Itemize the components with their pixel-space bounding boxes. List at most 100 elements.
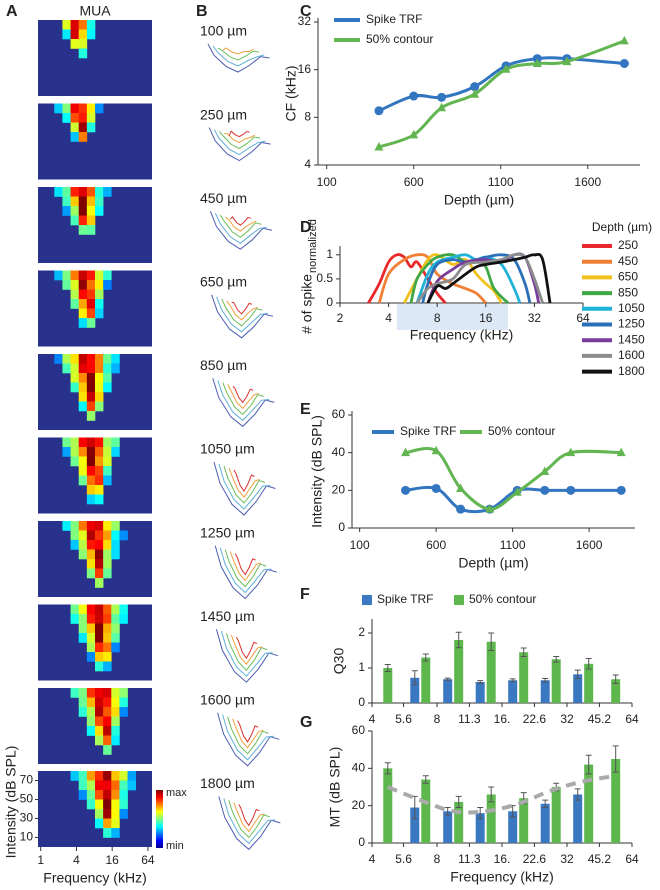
heatmap-cell [119,771,128,781]
panel-letter: D [300,219,312,236]
panel-letter: G [300,714,312,731]
heatmap-cell [86,280,96,290]
heatmap-cell [62,187,71,197]
heatmap-cell [95,308,104,319]
heatmap-cell [119,809,128,819]
heatmap-cell [78,790,88,800]
heatmap-cell [62,363,71,374]
error-bar [585,658,592,670]
heatmap-cell [78,697,88,708]
error-bar [520,647,527,657]
depth-label: 1450 µm [200,608,255,624]
series-marker [431,445,441,455]
bar [421,657,431,703]
y-axis-label-sub: normalized [307,219,319,273]
heatmap-cell [86,363,96,374]
y-tick-label: 16 [298,62,312,76]
heatmap-cell [95,289,104,300]
heatmap-cell [103,735,112,746]
heatmap-cell [103,642,112,653]
heatmap-cell [103,604,112,615]
heatmap-cell [95,401,104,412]
heatmap-cell [86,215,96,226]
contour-line [230,215,252,226]
heatmap-cell [95,475,104,486]
heatmap-cell [95,614,104,624]
contour-line [228,467,260,498]
contour-line [214,545,277,600]
heatmap-cell [86,549,96,560]
heatmap-cell [62,280,71,290]
contour-line [218,796,281,851]
heatmap-cell [78,688,88,698]
x-tick-label: 1600 [576,538,603,552]
heatmap-cell [78,48,88,59]
bar [584,663,594,703]
heatmap-cell [86,411,96,421]
heatmap-cell [86,623,96,634]
heatmap-cell [78,308,88,319]
bar [611,679,621,703]
heatmap-cell [70,373,80,383]
series-marker [562,56,572,66]
heatmap-cell [103,771,112,781]
heatmap-cell [78,521,88,531]
contour-line [227,716,269,755]
error-bar [477,807,484,820]
x-tick-label: 64 [576,311,590,325]
series-marker [374,141,384,151]
heatmap-cell [78,39,88,49]
y-axis-label: Q30 [331,648,347,675]
contour-line [233,469,255,492]
contour-line [217,712,280,767]
contour-line [208,127,271,162]
heatmap-cell [70,437,80,448]
heatmap-cell [119,530,128,541]
error-bar [477,680,484,684]
heatmap-cell [103,382,112,393]
heatmap-cell [95,540,104,550]
series-marker [532,58,542,68]
x-tick-label: 32 [560,852,574,866]
heatmap-cell [103,745,112,755]
series-marker [401,485,411,495]
x-tick-label: 8 [434,852,441,866]
x-tick-label: 64 [625,712,639,726]
heatmap-cell [95,363,104,374]
heatmap-cell [111,771,120,781]
heatmap-cell [103,809,112,819]
heatmap-cell [78,187,88,197]
x-tick-label: 1600 [574,175,601,189]
heatmap-cell [78,614,88,624]
series-marker [501,64,511,73]
heatmap-cell [70,771,80,781]
bar [410,677,420,703]
colorbar-label: min [166,840,184,852]
heatmap-cell [70,688,80,698]
heatmap-cell [78,530,88,541]
y-tick-label: 1 [326,247,333,261]
heatmap-cell [86,494,96,505]
heatmap-cell [86,697,96,708]
series-marker [566,485,576,495]
x-tick-label: 16. [494,852,511,866]
contour-line [227,384,259,410]
error-bar [612,745,619,773]
x-tick-label: 8 [434,311,441,325]
heatmap-cell [54,354,63,364]
heatmap-cell [78,225,88,235]
error-bar [384,762,391,775]
legend-label: 250 [618,238,638,252]
depth-label: 1250 µm [200,524,255,540]
legend-label: 50% contour [366,32,433,46]
contour-line [218,131,261,150]
heatmap-cell [95,196,104,207]
heatmap-cell [78,132,88,142]
heatmap-cell [86,437,96,448]
heatmap-cell [86,289,96,300]
heatmap-cell [70,354,80,364]
heatmap-cell [86,29,96,40]
y-tick-label: 0.5 [316,271,333,285]
y-axis-label-main: # of spike [299,274,315,334]
